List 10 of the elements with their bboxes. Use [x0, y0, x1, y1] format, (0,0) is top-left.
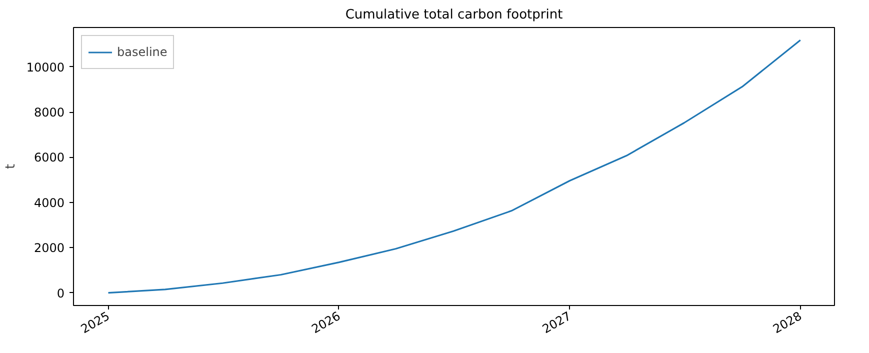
line-series	[107, 39, 802, 294]
y-tick-label: 2000	[34, 241, 65, 256]
chart-title: Cumulative total carbon footprint	[345, 8, 563, 22]
y-axis-title: t	[3, 164, 18, 170]
y-tick-label: 8000	[34, 106, 65, 120]
y-tick-label: 4000	[34, 196, 65, 210]
legend-label: baseline	[117, 45, 168, 59]
y-tick-label: 10000	[26, 60, 65, 74]
y-tick-label: 6000	[34, 150, 65, 165]
y-tick-label: 0	[56, 286, 65, 300]
